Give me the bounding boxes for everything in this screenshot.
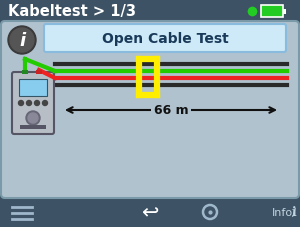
Bar	[22, 71, 28, 75]
Bar	[0, 0, 300, 23]
Circle shape	[26, 101, 32, 106]
FancyBboxPatch shape	[44, 25, 286, 53]
Bar	[261, 6, 283, 18]
Bar	[19, 80, 47, 96]
Text: ℹ: ℹ	[292, 206, 297, 219]
Circle shape	[19, 101, 23, 106]
Text: Info/: Info/	[272, 207, 297, 217]
Circle shape	[43, 101, 47, 106]
Circle shape	[8, 27, 36, 55]
Text: i: i	[19, 32, 25, 50]
Text: 66 m: 66 m	[154, 104, 188, 117]
Text: Open Cable Test: Open Cable Test	[102, 32, 228, 46]
FancyBboxPatch shape	[1, 22, 299, 198]
Bar	[36, 71, 42, 75]
Circle shape	[10, 29, 34, 53]
Bar	[20, 126, 46, 129]
FancyBboxPatch shape	[12, 73, 54, 134]
Circle shape	[26, 111, 40, 126]
Circle shape	[34, 101, 40, 106]
Text: Kabeltest > 1/3: Kabeltest > 1/3	[8, 4, 136, 19]
Bar	[283, 10, 286, 15]
Text: ↩: ↩	[141, 202, 159, 222]
Bar	[0, 197, 300, 227]
Circle shape	[28, 114, 38, 123]
